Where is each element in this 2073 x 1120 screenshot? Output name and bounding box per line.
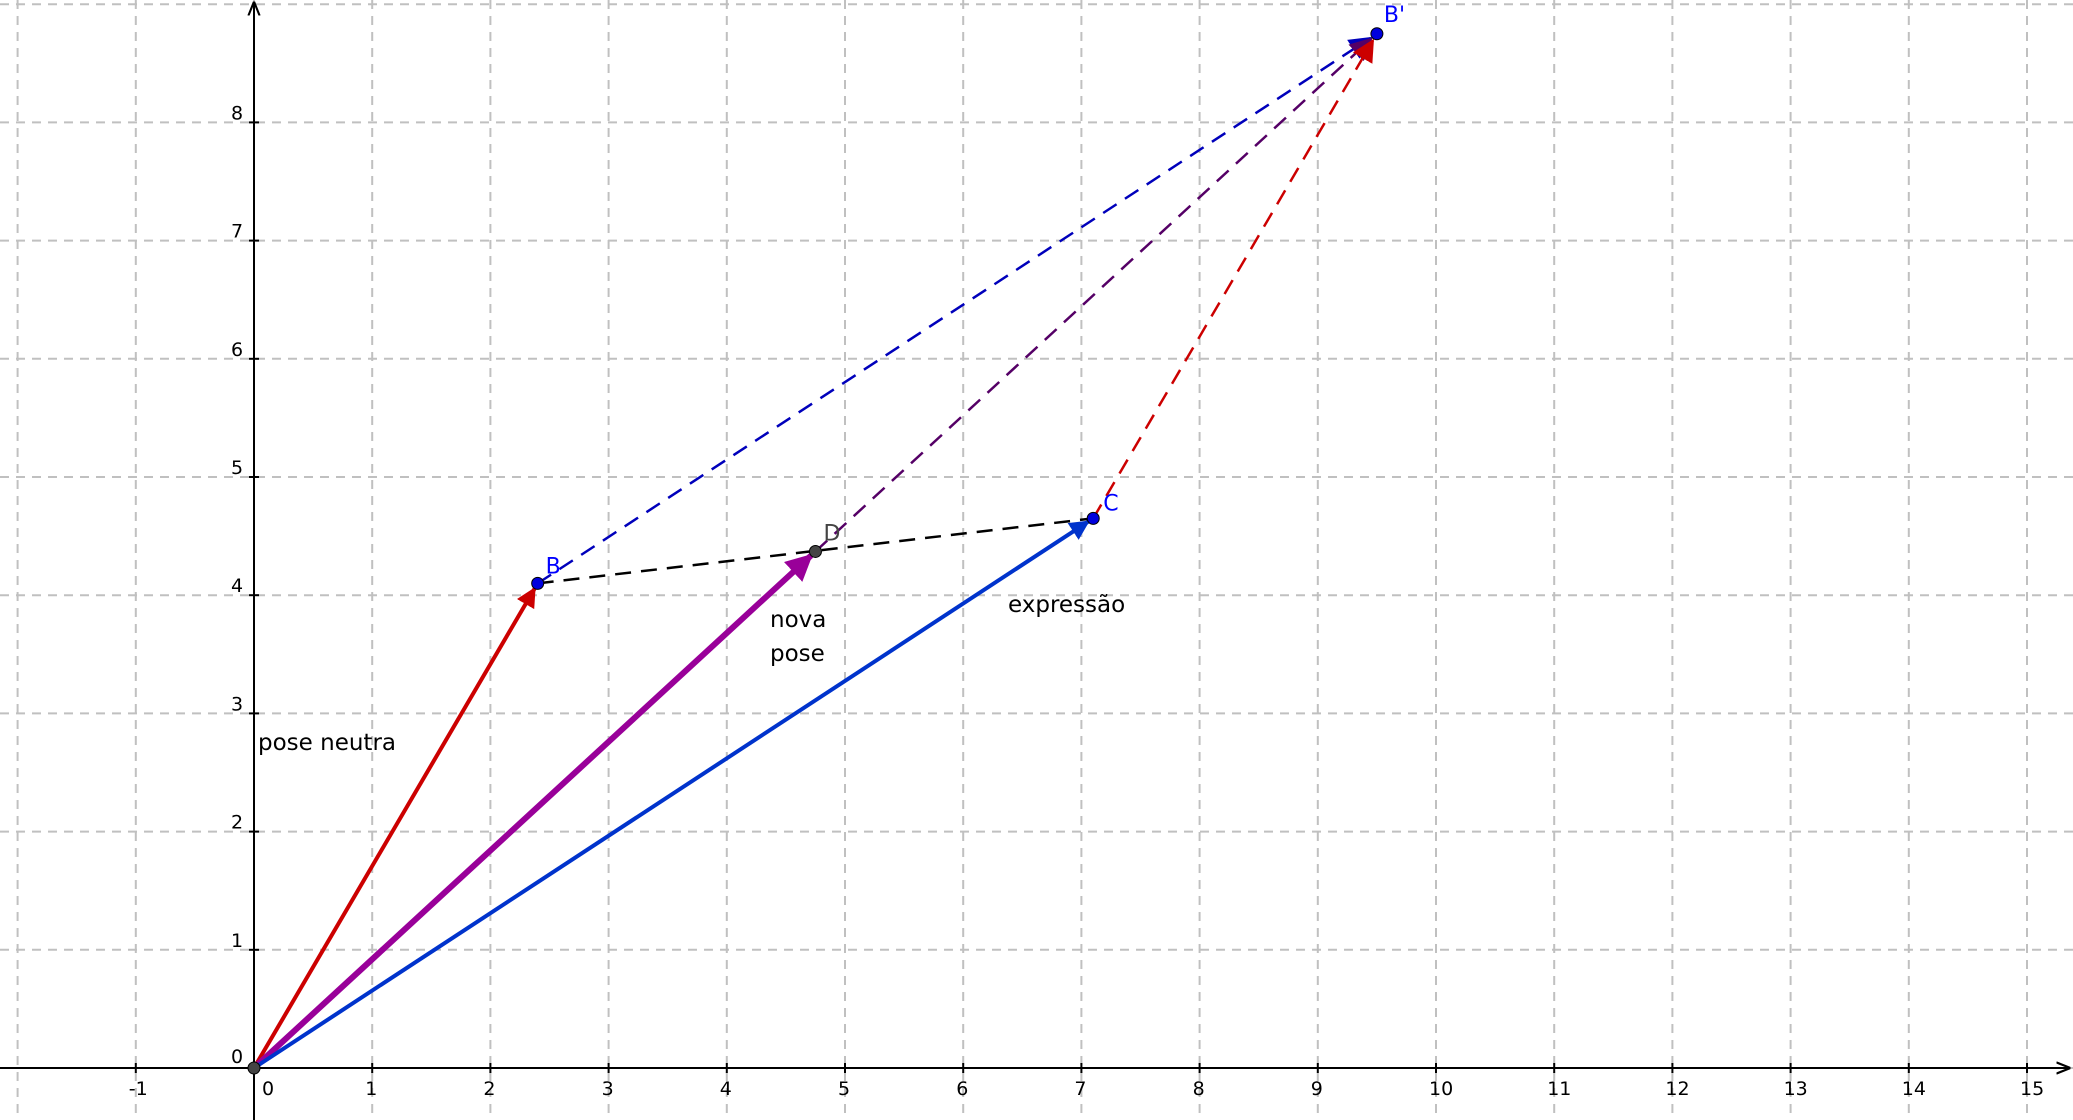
x-tick-label: 15 bbox=[2020, 1078, 2044, 1100]
vector-label-expressao: expressão bbox=[1008, 592, 1125, 618]
vector-label-nova-pose-line2: pose bbox=[770, 641, 825, 667]
y-tick-label: 8 bbox=[231, 102, 243, 124]
point-c bbox=[1086, 511, 1100, 525]
dashed-arrow-b-to-b-prime bbox=[536, 36, 1373, 585]
x-tick-label: 12 bbox=[1665, 1078, 1689, 1100]
x-tick-label: 1 bbox=[365, 1078, 377, 1100]
x-tick-label: 14 bbox=[1902, 1078, 1926, 1100]
y-tick-label: 4 bbox=[231, 575, 243, 597]
y-tick-label: 7 bbox=[231, 221, 243, 243]
y-tick-label: 5 bbox=[231, 457, 243, 479]
vector-label-pose-neutra: pose neutra bbox=[258, 730, 396, 756]
dashed-segment-b-c bbox=[537, 517, 1094, 585]
x-tick-label: 6 bbox=[956, 1078, 968, 1100]
x-tick-label: 3 bbox=[602, 1078, 614, 1100]
x-tick-label: 11 bbox=[1547, 1078, 1571, 1100]
point-b-prime bbox=[1370, 27, 1384, 41]
point-label-d: D bbox=[823, 521, 840, 546]
point-b bbox=[531, 576, 545, 590]
x-tick-label: 8 bbox=[1193, 1078, 1205, 1100]
x-tick-label: -1 bbox=[129, 1078, 148, 1100]
x-tick-label: 9 bbox=[1311, 1078, 1323, 1100]
y-tick-label: 0 bbox=[231, 1046, 243, 1068]
vector-pose-neutra bbox=[252, 586, 537, 1070]
x-tick-label: 7 bbox=[1074, 1078, 1086, 1100]
x-tick-label: 10 bbox=[1429, 1078, 1453, 1100]
y-tick-label: 3 bbox=[231, 693, 243, 715]
y-tick-label: 2 bbox=[231, 812, 243, 834]
axes bbox=[0, 3, 2069, 1120]
point-origin bbox=[247, 1061, 261, 1075]
points bbox=[247, 27, 1384, 1075]
dashed-arrow-d-to-b-prime bbox=[814, 37, 1373, 553]
y-tick-label: 1 bbox=[231, 930, 243, 952]
x-tick-label: 2 bbox=[483, 1078, 495, 1100]
x-tick-label: 4 bbox=[720, 1078, 732, 1100]
vector-label-nova-pose-line1: nova bbox=[770, 607, 826, 633]
point-label-b-prime: B' bbox=[1384, 3, 1405, 28]
dashed-arrow-c-to-b-prime bbox=[1092, 38, 1374, 520]
point-label-b: B bbox=[546, 554, 561, 579]
x-tick-label: 13 bbox=[1784, 1078, 1808, 1100]
vector-nova-pose bbox=[251, 553, 814, 1071]
point-d bbox=[808, 544, 822, 558]
labels: B C D B' pose neutra nova pose expressão bbox=[258, 3, 1405, 756]
y-tick-label: 6 bbox=[231, 339, 243, 361]
vectors bbox=[251, 519, 1090, 1071]
x-tick-label: 0 bbox=[262, 1078, 274, 1100]
point-label-c: C bbox=[1103, 491, 1118, 516]
vector-expressao bbox=[252, 519, 1090, 1070]
dashed-segments bbox=[536, 36, 1374, 585]
x-tick-label: 5 bbox=[838, 1078, 850, 1100]
